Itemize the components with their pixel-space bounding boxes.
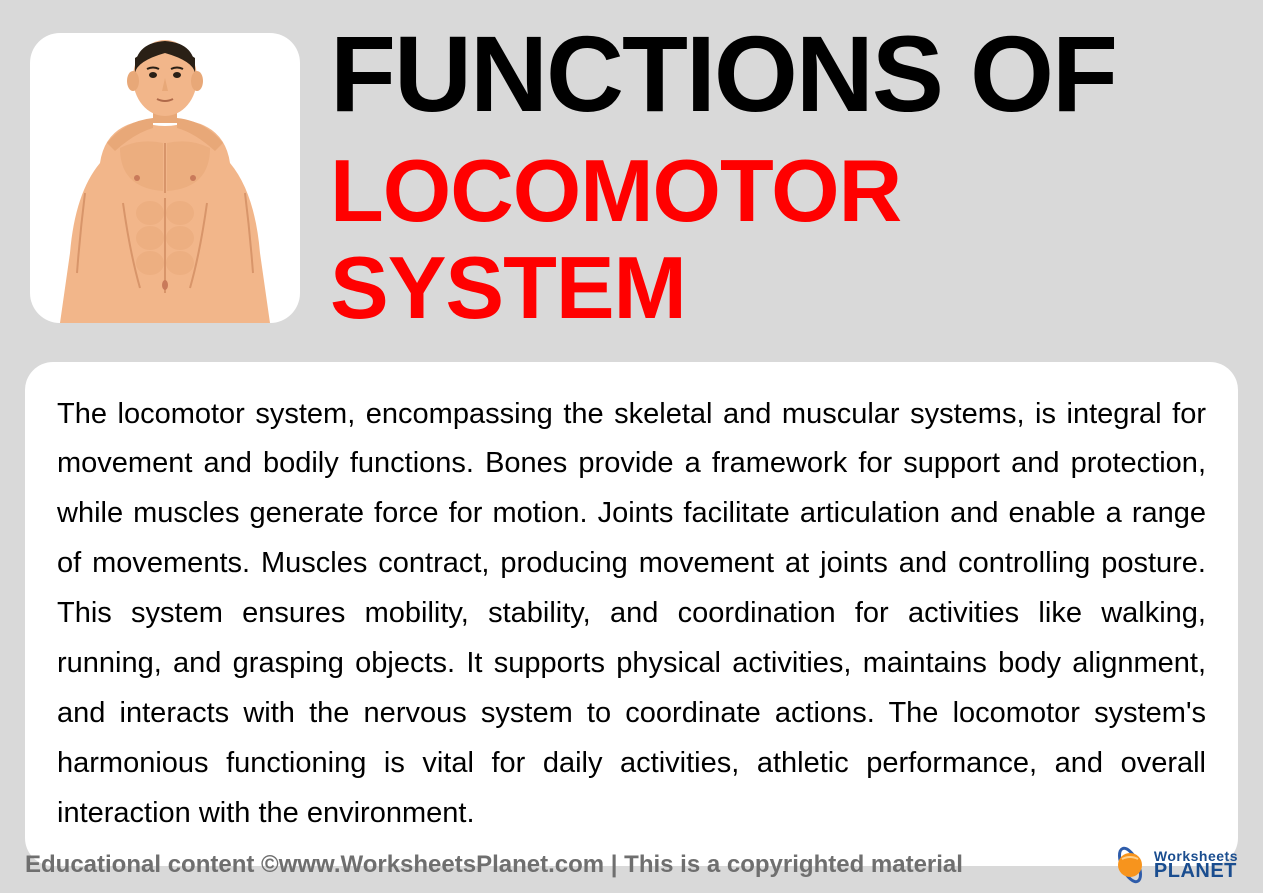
footer-copyright: Educational content ©www.WorksheetsPlane… (25, 851, 963, 879)
title-block: FUNCTIONS OF LOCOMOTOR SYSTEM (330, 20, 1233, 337)
title-line-2: LOCOMOTOR SYSTEM (330, 143, 1233, 337)
header-section: FUNCTIONS OF LOCOMOTOR SYSTEM (0, 0, 1263, 347)
logo-text-bottom: PLANET (1154, 862, 1238, 880)
body-text: The locomotor system, encompassing the s… (57, 390, 1206, 839)
footer: Educational content ©www.WorksheetsPlane… (25, 845, 1238, 885)
brand-logo: Worksheets PLANET (1110, 845, 1238, 885)
planet-icon (1110, 845, 1150, 885)
illustration-box (30, 33, 300, 323)
title-line-1: FUNCTIONS OF (330, 20, 1233, 128)
human-body-icon (45, 33, 285, 323)
content-box: The locomotor system, encompassing the s… (25, 362, 1238, 867)
logo-text: Worksheets PLANET (1154, 850, 1238, 881)
